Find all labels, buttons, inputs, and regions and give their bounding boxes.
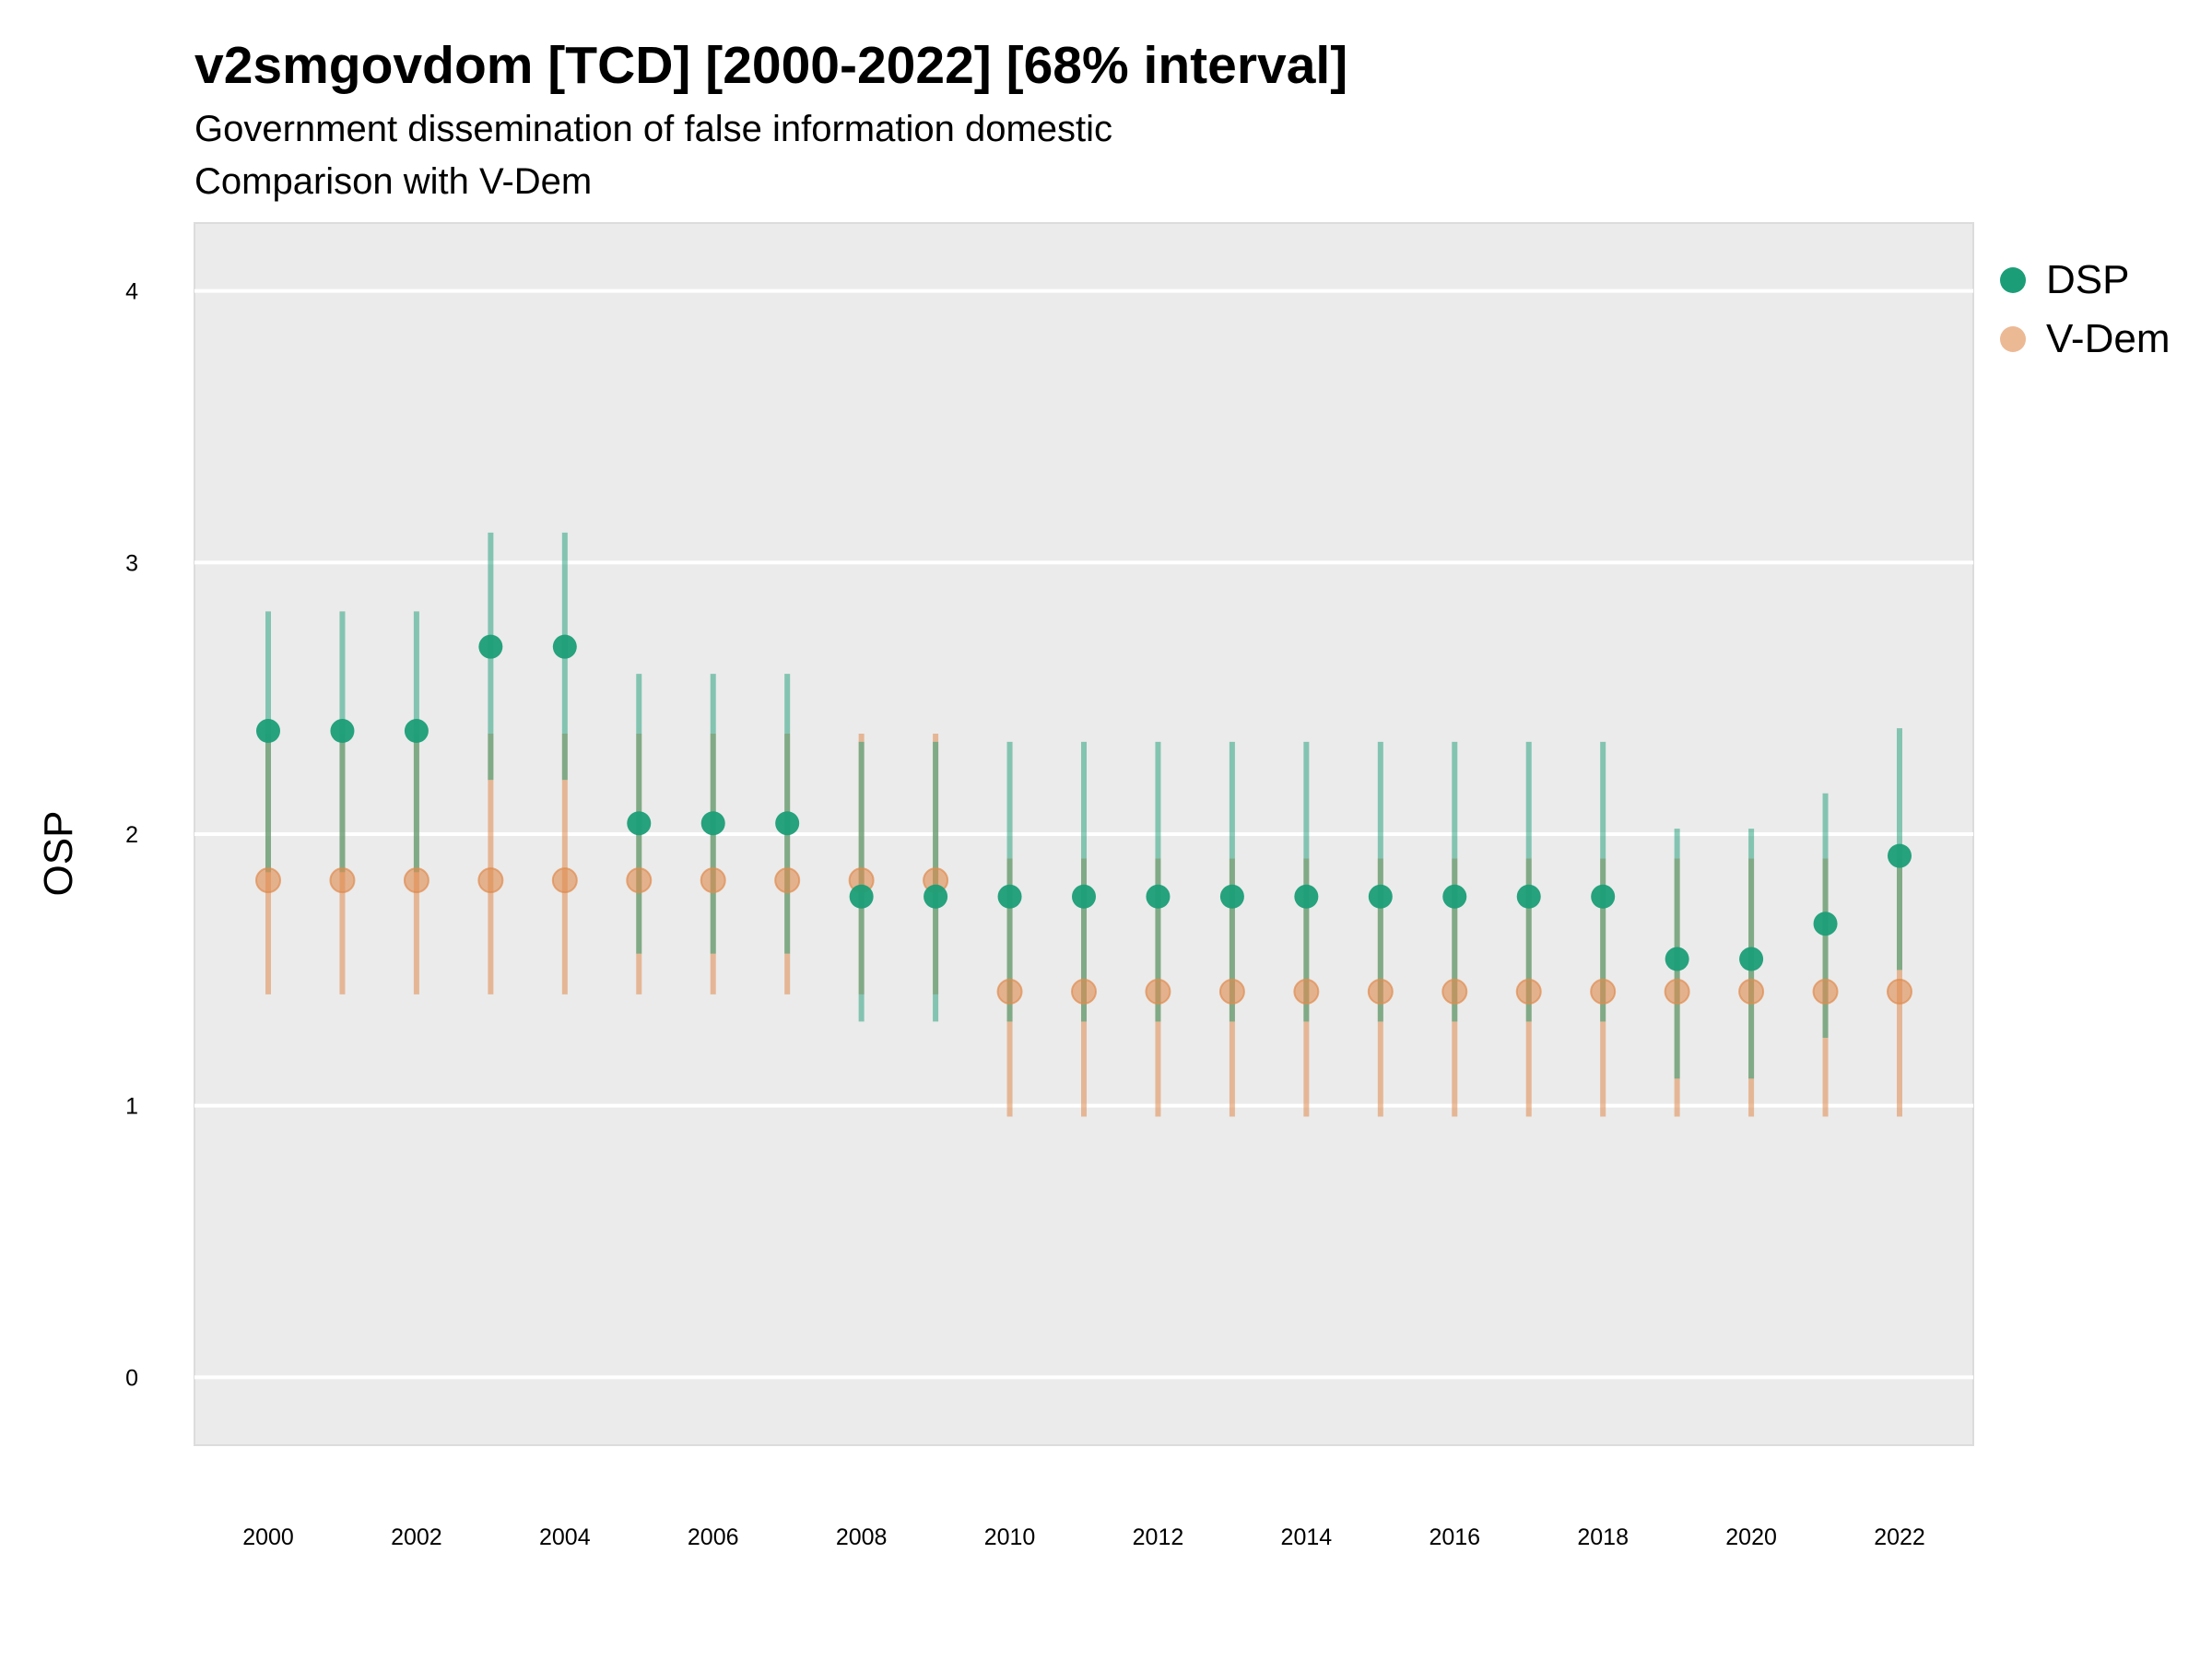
- chart-title: v2smgovdom [TCD] [2000-2022] [68% interv…: [194, 36, 1348, 95]
- x-tick-label: 2000: [242, 1524, 294, 1550]
- dsp-point: [700, 811, 725, 836]
- vdem-point: [403, 867, 429, 894]
- legend-dot-vdem-icon: [2000, 326, 2026, 352]
- dsp-point: [404, 719, 429, 744]
- vdem-point: [700, 867, 726, 894]
- legend-item-vdem: V-Dem: [2000, 310, 2170, 369]
- vdem-point: [1218, 978, 1245, 1005]
- vdem-point: [1367, 978, 1394, 1005]
- vdem-point: [1071, 978, 1097, 1005]
- x-tick-label: 2012: [1133, 1524, 1184, 1550]
- vdem-point: [996, 978, 1023, 1005]
- dsp-point: [1888, 843, 1912, 868]
- x-tick-label: 2020: [1725, 1524, 1777, 1550]
- dsp-point: [330, 719, 355, 744]
- vdem-point: [255, 867, 281, 894]
- vdem-point: [477, 867, 504, 894]
- x-tick-label: 2008: [836, 1524, 888, 1550]
- y-tick-label: 4: [125, 279, 138, 305]
- x-tick-label: 2014: [1281, 1524, 1333, 1550]
- legend-dot-dsp-icon: [2000, 267, 2026, 293]
- dsp-point: [1591, 884, 1616, 909]
- y-tick-labels: 0 1 2 3 4: [125, 279, 138, 1392]
- vdem-point: [1515, 978, 1542, 1005]
- dsp-point: [775, 811, 800, 836]
- x-tick-labels: 2000 2002 2004 2006 2008 2010 2012 2014 2016 2018…: [242, 1524, 1925, 1550]
- dsp-point: [1072, 884, 1096, 909]
- y-tick-label: 1: [125, 1094, 138, 1120]
- dsp-point: [997, 884, 1022, 909]
- dsp-point: [1442, 884, 1467, 909]
- vdem-point: [626, 867, 653, 894]
- x-tick-label: 2010: [984, 1524, 1036, 1550]
- vdem-point: [1887, 978, 1912, 1005]
- y-tick-label: 3: [125, 550, 138, 576]
- y-tick-label: 2: [125, 822, 138, 848]
- x-tick-label: 2004: [539, 1524, 591, 1550]
- x-tick-label: 2018: [1577, 1524, 1629, 1550]
- dsp-point: [1813, 912, 1838, 936]
- x-tick-label: 2002: [391, 1524, 442, 1550]
- dsp-point: [1368, 884, 1393, 909]
- x-tick-label: 2022: [1874, 1524, 1925, 1550]
- dsp-point: [1516, 884, 1541, 909]
- dsp-point: [478, 634, 503, 659]
- vdem-point: [1145, 978, 1171, 1005]
- dsp-point: [1219, 884, 1244, 909]
- vdem-point: [1812, 978, 1839, 1005]
- vdem-point: [1590, 978, 1617, 1005]
- chart-subtitle-comparison: Comparison with V-Dem: [194, 161, 593, 202]
- dsp-point: [849, 884, 874, 909]
- dsp-point: [1294, 884, 1319, 909]
- legend-label-vdem: V-Dem: [2046, 316, 2171, 361]
- dsp-point: [1739, 947, 1764, 971]
- dsp-point: [552, 634, 577, 659]
- y-axis-label: OSP: [36, 811, 81, 897]
- y-tick-label: 0: [125, 1365, 138, 1391]
- vdem-point: [1738, 978, 1765, 1005]
- legend: DSP V-Dem: [2000, 251, 2170, 369]
- dsp-points: [256, 634, 1912, 971]
- dsp-point: [1146, 884, 1171, 909]
- vdem-point: [1664, 978, 1690, 1005]
- chart-subtitle: Government dissemination of false inform…: [194, 109, 1113, 149]
- x-tick-label: 2016: [1429, 1524, 1480, 1550]
- vdem-point: [551, 867, 578, 894]
- x-tick-label: 2006: [688, 1524, 739, 1550]
- dsp-point: [256, 719, 280, 744]
- vdem-point: [774, 867, 801, 894]
- vdem-points: [255, 867, 1912, 1005]
- vdem-point: [1293, 978, 1320, 1005]
- vdem-point: [1441, 978, 1468, 1005]
- dsp-point: [627, 811, 652, 836]
- legend-item-dsp: DSP: [2000, 251, 2170, 310]
- vdem-point: [329, 867, 356, 894]
- dsp-point: [924, 884, 948, 909]
- legend-label-dsp: DSP: [2046, 257, 2130, 302]
- dsp-point: [1665, 947, 1689, 971]
